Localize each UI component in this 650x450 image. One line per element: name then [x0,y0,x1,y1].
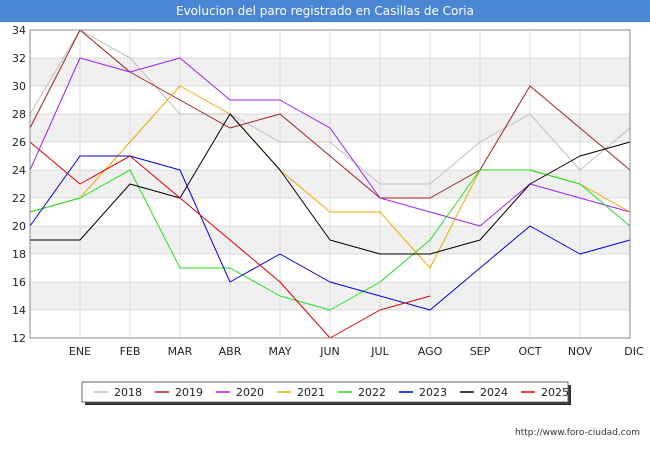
y-tick-label: 24 [12,164,26,177]
legend-label: 2021 [297,386,325,399]
y-tick-label: 18 [12,248,26,261]
x-tick-label: NOV [568,345,593,358]
legend: 2018 2019 2020 2021 2022 2023 2024 2025 [81,381,571,405]
x-tick-label: SEP [470,345,491,358]
y-tick-label: 30 [12,80,26,93]
series-line-2018 [29,29,631,185]
y-tick-label: 34 [12,24,26,37]
x-tick-label: FEB [120,345,141,358]
x-tick-label: ENE [69,345,91,358]
x-tick-label: AGO [418,345,443,358]
x-tick-label: OCT [518,345,541,358]
legend-label: 2020 [236,386,264,399]
y-tick-label: 20 [12,220,26,233]
legend-label: 2024 [480,386,508,399]
y-tick-label: 28 [12,108,26,121]
legend-label: 2023 [419,386,447,399]
y-tick-label: 32 [12,52,26,65]
footer-url: http://www.foro-ciudad.com [515,428,640,438]
legend-label: 2022 [358,386,386,399]
series-line-2024 [30,113,631,255]
legend-label: 2018 [114,386,142,399]
x-tick-label: JUN [319,345,340,358]
legend-label: 2019 [175,386,203,399]
x-tick-label: ABR [219,345,242,358]
series-line-2025 [29,141,431,339]
y-tick-label: 16 [12,276,26,289]
legend-box [81,381,569,403]
plot-border [29,29,631,339]
x-axis-ticks: ENE FEB MAR ABR MAY JUN JUL AGO SEP OCT NOV DIC [69,345,644,358]
chart-title: Evolucion del paro registrado en Casilla… [0,0,650,22]
series-lines [29,29,631,339]
y-tick-label: 12 [12,332,26,345]
y-tick-label: 22 [12,192,26,205]
y-tick-label: 14 [12,304,26,317]
legend-label: 2025 [541,386,569,399]
x-tick-label: MAR [168,345,193,358]
y-tick-label: 26 [12,136,26,149]
y-axis-ticks: 12 14 16 18 20 22 24 26 28 30 32 34 [12,24,26,345]
x-tick-label: DIC [624,345,644,358]
series-line-2022 [29,169,631,311]
x-tick-label: MAY [269,345,292,358]
x-tick-label: JUL [370,345,389,358]
